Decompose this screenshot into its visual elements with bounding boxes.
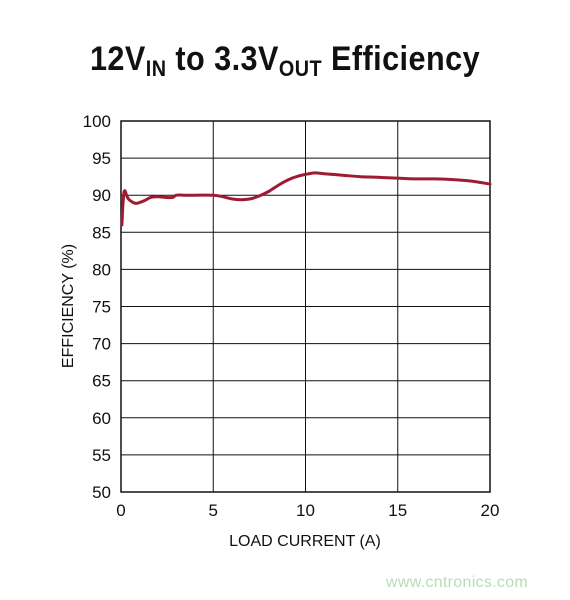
x-tick-label: 15	[388, 501, 407, 520]
y-tick-label: 75	[92, 298, 111, 317]
x-tick-label: 5	[209, 501, 218, 520]
y-tick-labels: 50 55 60 65 70 75 80 85 90 95 100	[83, 112, 111, 502]
y-tick-label: 100	[83, 112, 111, 131]
y-tick-label: 55	[92, 446, 111, 465]
y-tick-label: 80	[92, 260, 111, 279]
watermark: www.cntronics.com	[386, 574, 529, 591]
y-tick-label: 85	[92, 223, 111, 242]
x-tick-label: 10	[296, 501, 315, 520]
y-tick-label: 50	[92, 483, 111, 502]
x-tick-labels: 0 5 10 15 20	[116, 501, 499, 520]
x-tick-label: 0	[116, 501, 125, 520]
chart-title: 12VIN to 3.3VOUT Efficiency	[89, 40, 481, 81]
y-tick-label: 70	[92, 335, 111, 354]
y-tick-label: 90	[92, 186, 111, 205]
y-tick-label: 95	[92, 149, 111, 168]
y-tick-label: 65	[92, 372, 111, 391]
efficiency-series-line	[120, 171, 492, 227]
title-subscript-out: OUT	[278, 56, 323, 81]
x-tick-label: 20	[481, 501, 500, 520]
y-tick-label: 60	[92, 409, 111, 428]
y-axis-label: EFFICIENCY (%)	[60, 244, 77, 368]
x-axis-label: LOAD CURRENT (A)	[229, 533, 381, 550]
plot-frame	[120, 120, 491, 493]
title-subscript-in: IN	[145, 56, 167, 81]
grid-lines	[120, 120, 491, 493]
